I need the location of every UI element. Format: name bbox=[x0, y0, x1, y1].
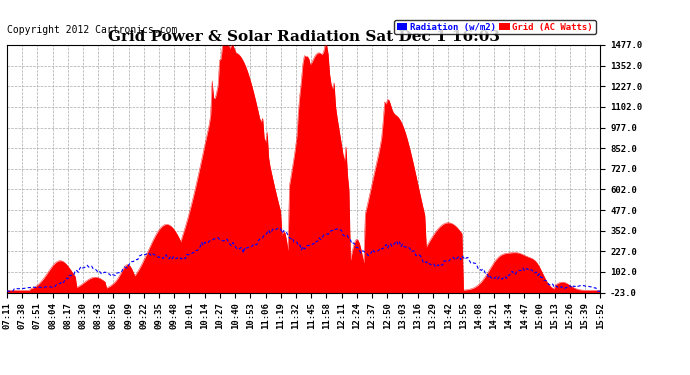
Legend: Radiation (w/m2), Grid (AC Watts): Radiation (w/m2), Grid (AC Watts) bbox=[394, 20, 595, 34]
Title: Grid Power & Solar Radiation Sat Dec 1 16:03: Grid Power & Solar Radiation Sat Dec 1 1… bbox=[108, 30, 500, 44]
Text: Copyright 2012 Cartronics.com: Copyright 2012 Cartronics.com bbox=[7, 25, 177, 35]
